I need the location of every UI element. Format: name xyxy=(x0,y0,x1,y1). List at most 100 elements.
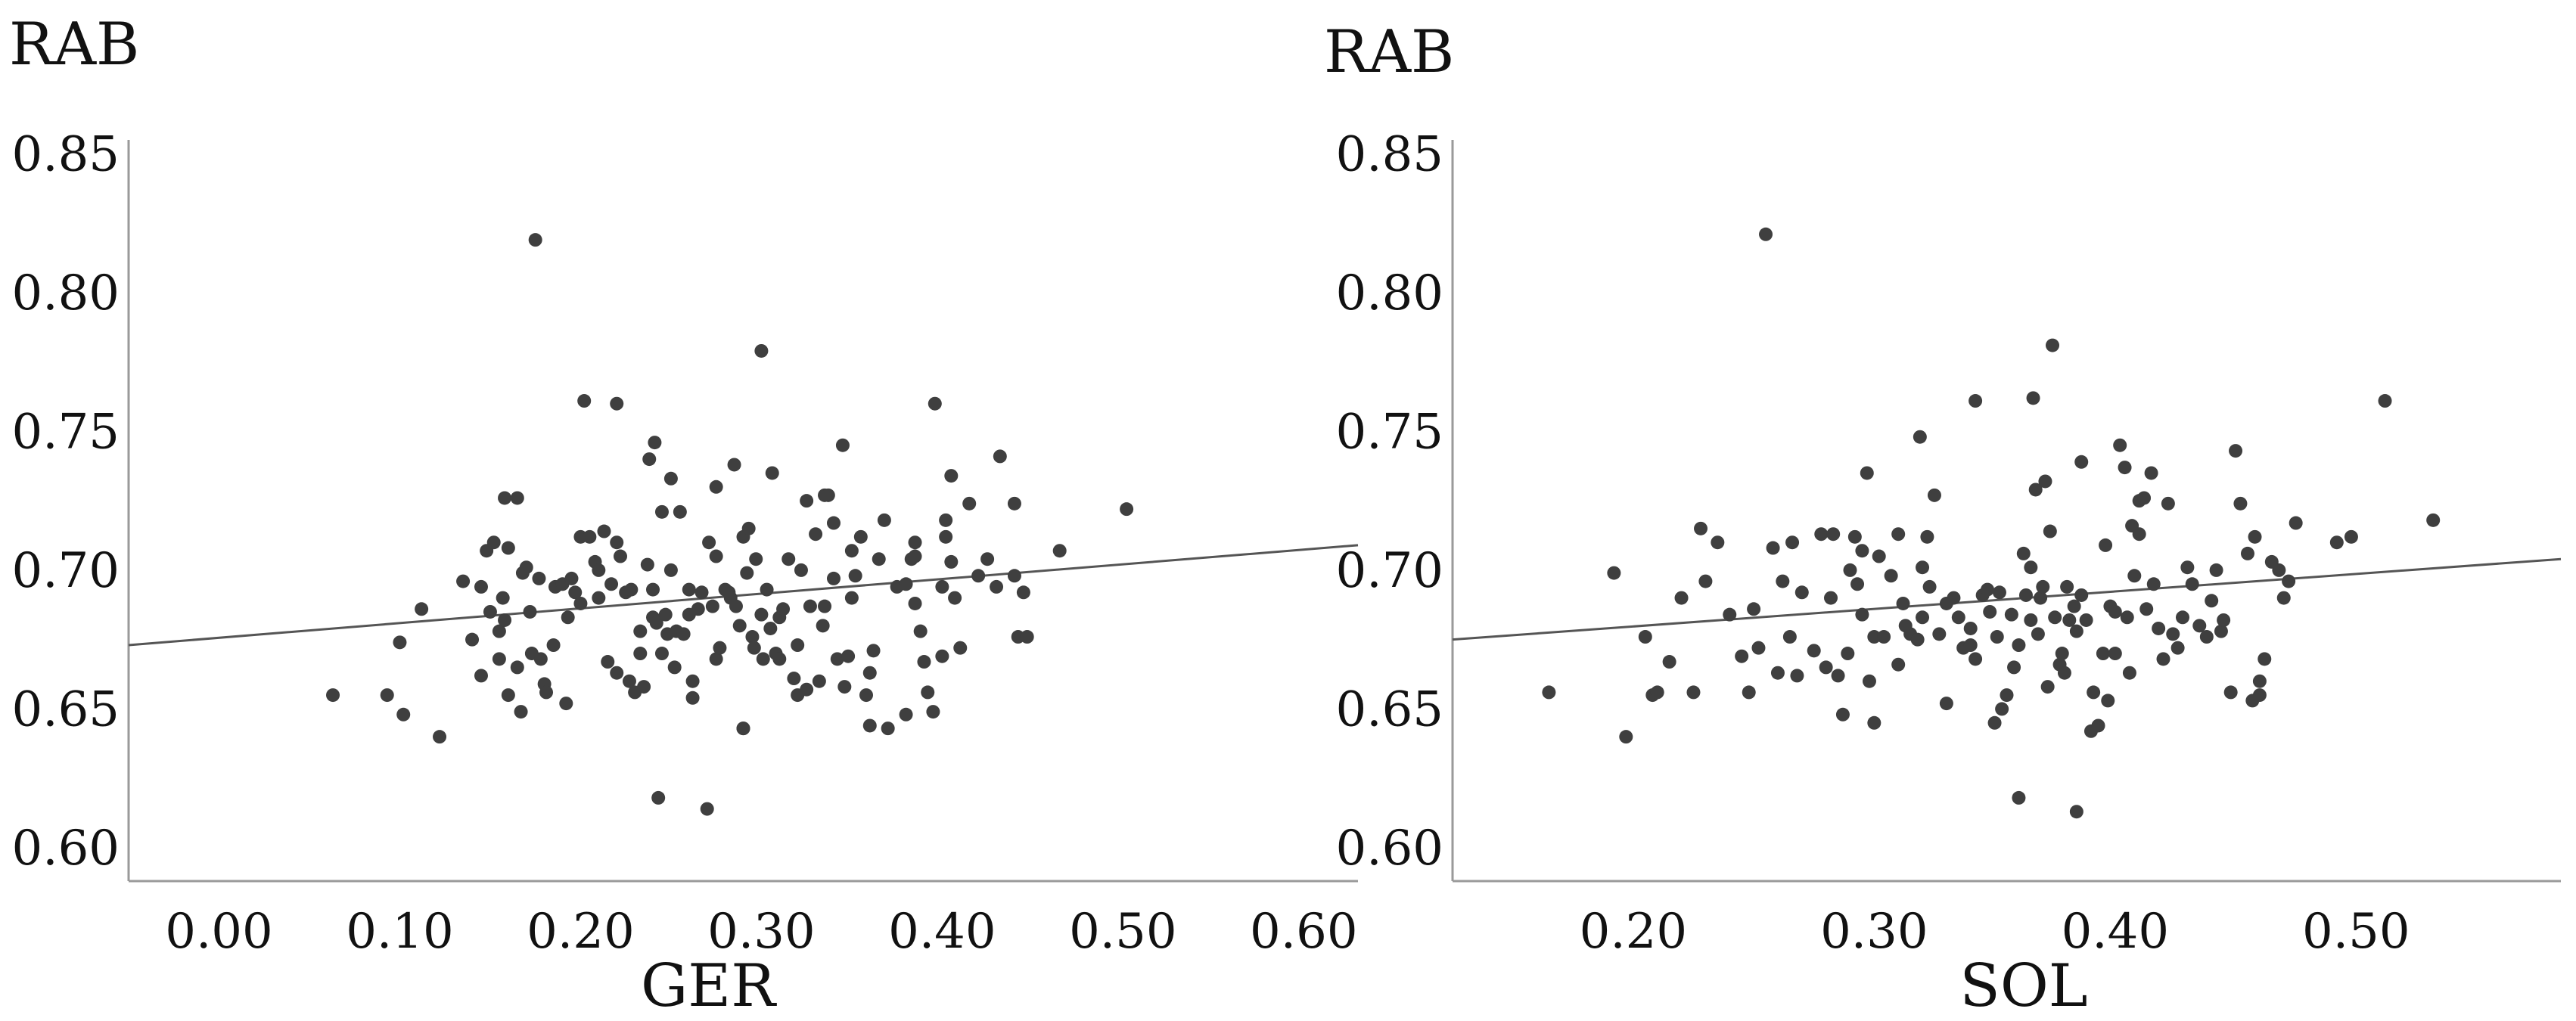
data-point xyxy=(501,541,515,555)
data-point xyxy=(654,504,669,519)
data-point xyxy=(1932,627,1947,641)
data-point xyxy=(1638,630,1652,644)
x-tick-label: 0.00 xyxy=(165,904,273,960)
y-tick-label: 0.60 xyxy=(1336,821,1444,877)
data-point xyxy=(787,672,801,686)
data-point xyxy=(2101,694,2115,708)
data-point xyxy=(917,655,931,669)
y-tick-label: 0.75 xyxy=(1336,404,1444,460)
data-point xyxy=(592,591,606,605)
data-point xyxy=(1987,715,2002,730)
data-point xyxy=(561,610,575,625)
data-point xyxy=(456,574,471,588)
data-point xyxy=(2139,602,2154,616)
data-point xyxy=(2079,613,2093,627)
y-tick-label: 0.65 xyxy=(12,681,120,737)
data-point xyxy=(1841,647,1855,661)
data-point xyxy=(2074,455,2089,469)
data-point xyxy=(1016,585,1030,600)
data-point xyxy=(2289,516,2303,530)
data-point xyxy=(944,554,959,569)
data-point xyxy=(2192,619,2207,633)
data-point xyxy=(791,638,805,653)
data-point xyxy=(713,641,727,655)
data-point xyxy=(1824,591,1838,605)
data-point xyxy=(926,705,940,719)
data-point xyxy=(1814,527,1829,542)
data-point xyxy=(765,466,779,480)
data-point xyxy=(816,619,830,633)
data-point xyxy=(700,802,714,816)
y-tick-label: 0.70 xyxy=(12,543,120,599)
data-point xyxy=(1855,607,1869,622)
data-point xyxy=(749,552,763,566)
data-point xyxy=(2185,577,2199,591)
data-point xyxy=(568,585,583,600)
data-point xyxy=(844,591,859,605)
data-point xyxy=(1742,685,1756,700)
data-point xyxy=(760,582,774,597)
data-point xyxy=(685,674,700,688)
data-point xyxy=(944,469,959,483)
data-point xyxy=(2199,630,2214,644)
data-point xyxy=(1835,707,1850,722)
data-point xyxy=(1872,549,1886,563)
data-point xyxy=(528,233,542,247)
data-point xyxy=(682,582,696,597)
y-tick-label: 0.80 xyxy=(1336,265,1444,321)
data-point xyxy=(1891,657,1906,672)
data-point xyxy=(2012,638,2026,653)
data-point xyxy=(1747,602,1761,616)
data-point xyxy=(510,660,524,675)
data-point xyxy=(745,630,760,644)
data-point xyxy=(519,560,533,575)
data-point xyxy=(604,577,619,591)
data-point xyxy=(862,666,877,680)
data-point xyxy=(2057,666,2071,680)
data-point xyxy=(2329,535,2344,550)
y-tick-label: 0.60 xyxy=(12,821,120,877)
data-point xyxy=(1969,394,1983,408)
data-point xyxy=(1662,655,1676,669)
data-point xyxy=(872,552,886,566)
data-point xyxy=(2048,610,2062,625)
data-point xyxy=(685,690,700,705)
data-point xyxy=(2043,524,2057,538)
data-point xyxy=(2087,685,2101,700)
data-point xyxy=(2118,461,2132,475)
x-tick-label: 0.30 xyxy=(1820,904,1928,960)
data-point xyxy=(501,688,515,703)
data-point xyxy=(633,624,648,638)
data-point xyxy=(2091,718,2105,733)
data-point xyxy=(772,652,787,666)
data-point xyxy=(663,471,678,486)
data-point xyxy=(756,652,770,666)
data-point xyxy=(709,479,723,494)
data-point xyxy=(2223,685,2238,700)
data-point xyxy=(1007,569,1021,583)
data-point xyxy=(1983,604,1997,619)
data-point xyxy=(2108,604,2122,619)
data-point xyxy=(1891,527,1906,542)
data-point xyxy=(691,602,705,616)
data-point xyxy=(747,641,761,655)
data-point xyxy=(2074,588,2089,602)
x-tick-label: 0.30 xyxy=(707,904,816,960)
data-point xyxy=(514,705,528,719)
data-point xyxy=(776,602,791,616)
data-point xyxy=(800,682,814,697)
data-point xyxy=(2004,607,2018,622)
data-point xyxy=(1020,630,1034,644)
data-point xyxy=(1785,535,1800,550)
data-point xyxy=(1790,669,1804,683)
data-point xyxy=(663,563,678,577)
data-point xyxy=(962,496,977,510)
data-point xyxy=(546,638,561,653)
y-tick-label: 0.85 xyxy=(12,126,120,182)
data-point xyxy=(2069,805,2083,819)
data-point xyxy=(732,619,747,633)
x-tick-label: 0.50 xyxy=(2302,904,2410,960)
data-point xyxy=(573,596,588,610)
data-point xyxy=(705,599,719,613)
data-point xyxy=(848,569,862,583)
